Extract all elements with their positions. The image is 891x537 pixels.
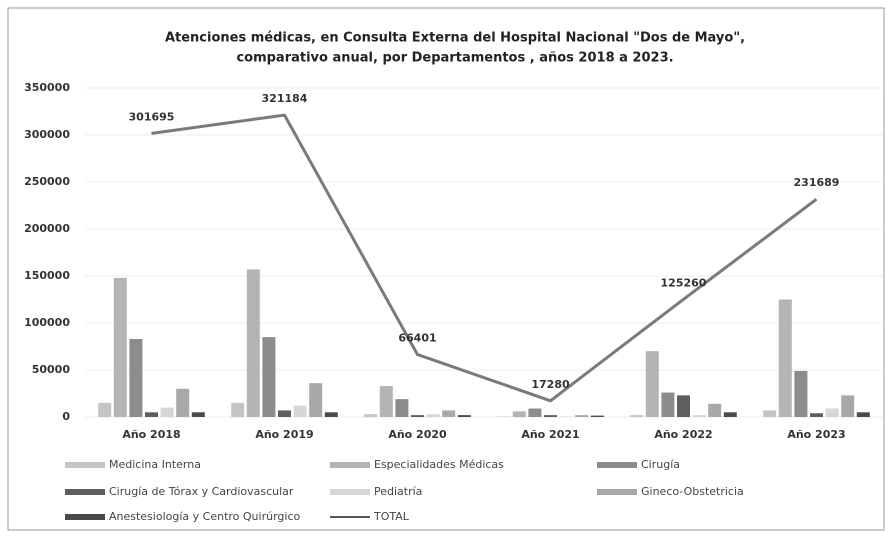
x-tick-label: Año 2020 (388, 428, 447, 441)
bar (575, 415, 588, 417)
y-tick-label: 150000 (24, 269, 70, 282)
y-tick-label: 350000 (24, 81, 70, 94)
bar (192, 412, 205, 417)
legend-label: Cirugía de Tórax y Cardiovascular (109, 485, 294, 498)
bar (278, 410, 291, 417)
legend-label: Cirugía (641, 458, 680, 471)
bar (458, 415, 471, 417)
bar (395, 399, 408, 417)
legend-swatch (597, 462, 637, 468)
chart-title: Atenciones médicas, en Consulta Externa … (165, 31, 745, 46)
chart-title: comparativo anual, por Departamentos , a… (236, 51, 673, 66)
legend-swatch (597, 489, 637, 495)
bar (528, 409, 541, 417)
bar (442, 410, 455, 417)
chart-frame (8, 8, 884, 530)
bar (693, 415, 706, 417)
data-label: 321184 (262, 92, 308, 105)
bar (630, 415, 643, 417)
bar (262, 337, 275, 417)
bar (380, 386, 393, 417)
bar (810, 413, 823, 417)
bar (794, 371, 807, 417)
bar (114, 278, 127, 417)
bar (661, 393, 674, 417)
y-tick-label: 50000 (32, 363, 71, 376)
bar (724, 412, 737, 417)
bar (763, 410, 776, 417)
y-tick-label: 300000 (24, 128, 70, 141)
legend-label: Gineco-Obstetricia (641, 485, 744, 498)
legend-swatch (330, 489, 370, 495)
bar (841, 395, 854, 417)
legend-swatch (65, 462, 105, 468)
x-tick-label: Año 2021 (521, 428, 579, 441)
y-tick-label: 0 (62, 410, 70, 423)
y-tick-label: 100000 (24, 316, 70, 329)
bar (857, 412, 870, 417)
bar (591, 416, 604, 417)
data-label: 301695 (129, 110, 175, 123)
legend-label: Especialidades Médicas (374, 458, 504, 471)
bar (826, 409, 839, 417)
legend-swatch (65, 489, 105, 495)
bar (176, 389, 189, 417)
y-tick-label: 250000 (24, 175, 70, 188)
x-tick-label: Año 2019 (255, 428, 313, 441)
data-label: 231689 (794, 176, 840, 189)
data-label: 125260 (661, 276, 707, 289)
legend-swatch (330, 462, 370, 468)
bar (646, 351, 659, 417)
bar (325, 412, 338, 417)
y-tick-label: 200000 (24, 222, 70, 235)
bar (708, 404, 721, 417)
legend-label: Medicina Interna (109, 458, 201, 471)
data-label: 17280 (531, 378, 570, 391)
legend-label: TOTAL (373, 510, 410, 523)
bar (544, 415, 557, 417)
legend-label: Anestesiología y Centro Quirúrgico (109, 510, 300, 523)
bar (145, 412, 158, 417)
legend-label: Pediatría (374, 485, 422, 498)
bar (231, 403, 244, 417)
bar (247, 269, 260, 417)
bar (161, 408, 174, 417)
bar (411, 415, 424, 417)
bar (779, 300, 792, 418)
bar (513, 411, 526, 417)
bar (427, 414, 440, 417)
bar (129, 339, 142, 417)
bar (98, 403, 111, 417)
bar (294, 406, 307, 417)
x-tick-label: Año 2018 (122, 428, 180, 441)
bar (309, 383, 322, 417)
bar (677, 395, 690, 417)
x-tick-label: Año 2023 (787, 428, 845, 441)
legend-swatch (65, 514, 105, 520)
data-label: 66401 (398, 332, 436, 345)
bar (364, 414, 377, 417)
x-tick-label: Año 2022 (654, 428, 712, 441)
